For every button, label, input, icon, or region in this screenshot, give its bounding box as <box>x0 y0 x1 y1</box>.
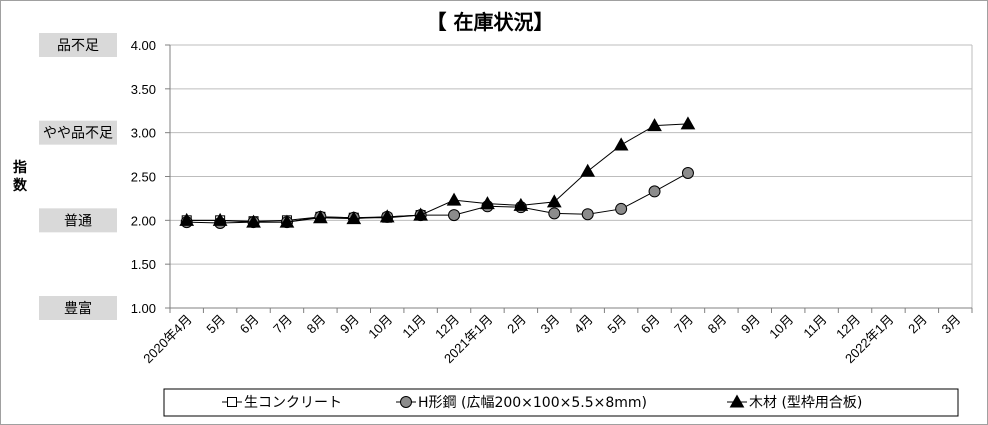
series-3 <box>179 116 696 228</box>
y-tick-label: 2.50 <box>131 170 156 185</box>
data-point <box>648 185 661 198</box>
data-point <box>448 209 461 222</box>
data-point <box>179 212 195 226</box>
y-category-label: 普通 <box>64 213 92 229</box>
data-point <box>647 118 662 132</box>
y-tick-labels: 1.00 1.50 2.00 2.50 3.00 3.50 4.00 <box>131 38 156 316</box>
data-point <box>480 196 495 210</box>
data-point <box>246 214 261 228</box>
legend-label: 生コンクリート <box>244 395 342 411</box>
y-axis-title-char: 数 <box>13 177 28 194</box>
series-line <box>186 123 688 223</box>
gridlines <box>170 44 972 309</box>
plot-area <box>165 44 973 313</box>
legend-item: H形鋼 (広幅200×100×5.5×8mm) <box>396 395 647 411</box>
y-category-label: 品不足 <box>57 38 99 54</box>
data-point <box>615 202 628 215</box>
data-point <box>413 207 428 221</box>
y-category-label: やや品不足 <box>43 126 113 142</box>
data-point <box>313 210 328 224</box>
legend-label: H形鋼 (広幅200×100×5.5×8mm) <box>418 395 647 411</box>
data-point <box>513 197 529 211</box>
legend-marker <box>400 396 412 408</box>
data-point <box>546 194 562 208</box>
y-category-label: 豊富 <box>64 300 92 317</box>
x-tick-label: 8月 <box>304 312 329 337</box>
x-tick-label: 2月 <box>905 312 930 337</box>
x-tick-label: 9月 <box>337 312 362 337</box>
series-group <box>179 116 696 229</box>
series-line <box>186 172 689 224</box>
data-point <box>548 207 561 220</box>
legend: 生コンクリート H形鋼 (広幅200×100×5.5×8mm) 木材 (型枠用合板) <box>163 388 959 417</box>
x-tick-label: 4月 <box>571 312 596 337</box>
legend-item: 生コンクリート <box>222 395 342 411</box>
chart-title: 【 在庫状況】 <box>427 10 554 34</box>
data-point <box>446 192 462 206</box>
y-category-box <box>39 33 117 57</box>
data-point <box>379 209 395 223</box>
data-point <box>279 214 295 228</box>
legend-box <box>163 388 959 417</box>
x-tick-label: 11月 <box>399 312 428 341</box>
x-tick-label: 6月 <box>237 312 262 337</box>
y-tick-label: 3.50 <box>131 82 156 97</box>
x-tick-label: 3月 <box>537 312 562 337</box>
data-point <box>613 137 629 151</box>
legend-label: 木材 (型枠用合板) <box>749 395 862 411</box>
y-axis-title-char: 指 <box>13 159 27 176</box>
data-point <box>681 166 694 179</box>
x-tick-label: 10月 <box>365 312 395 342</box>
x-tick-label: 5月 <box>604 312 629 337</box>
x-tick-label: 12月 <box>833 312 863 342</box>
legend-marker <box>729 394 745 408</box>
y-tick-label: 1.50 <box>131 257 156 272</box>
y-category-box <box>39 120 117 145</box>
data-point <box>346 211 362 225</box>
data-point <box>581 208 594 221</box>
y-axis-label: 指数 <box>13 159 28 194</box>
y-category-box <box>39 296 117 320</box>
x-tick-label: 12月 <box>432 312 462 342</box>
x-tick-label: 5月 <box>203 312 228 337</box>
legend-item: 木材 (型枠用合板) <box>727 394 862 411</box>
legend-marker <box>227 397 237 407</box>
x-tick-label: 3月 <box>938 312 963 337</box>
x-tick-label: 7月 <box>671 312 696 337</box>
x-tick-label: 10月 <box>766 312 796 342</box>
x-tick-label: 11月 <box>800 312 829 341</box>
x-tick-label: 9月 <box>738 312 763 337</box>
data-point <box>580 163 596 177</box>
y-tick-label: 4.00 <box>131 38 156 53</box>
x-tick-label: 2020年4月 <box>140 312 195 367</box>
x-tick-label: 2月 <box>504 312 529 337</box>
y-tick-label: 3.00 <box>131 126 156 141</box>
x-tick-label: 8月 <box>705 312 730 337</box>
y-tick-label: 2.00 <box>131 213 156 228</box>
x-tick-label: 7月 <box>270 312 295 337</box>
data-point <box>680 116 696 130</box>
data-point <box>212 212 228 226</box>
y-tick-label: 1.00 <box>131 301 156 316</box>
x-tick-label: 6月 <box>638 312 663 337</box>
y-category-box <box>39 208 117 233</box>
